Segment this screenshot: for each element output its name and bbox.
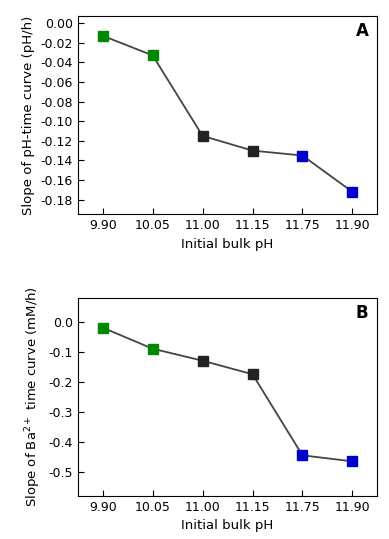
Y-axis label: Slope of Ba$^{2+}$ time curve (mM/h): Slope of Ba$^{2+}$ time curve (mM/h) [23,286,43,507]
Text: B: B [356,303,368,322]
Y-axis label: Slope of pH-time curve (pH/h): Slope of pH-time curve (pH/h) [22,16,35,215]
X-axis label: Initial bulk pH: Initial bulk pH [181,238,274,251]
Text: A: A [356,22,368,40]
X-axis label: Initial bulk pH: Initial bulk pH [181,519,274,533]
